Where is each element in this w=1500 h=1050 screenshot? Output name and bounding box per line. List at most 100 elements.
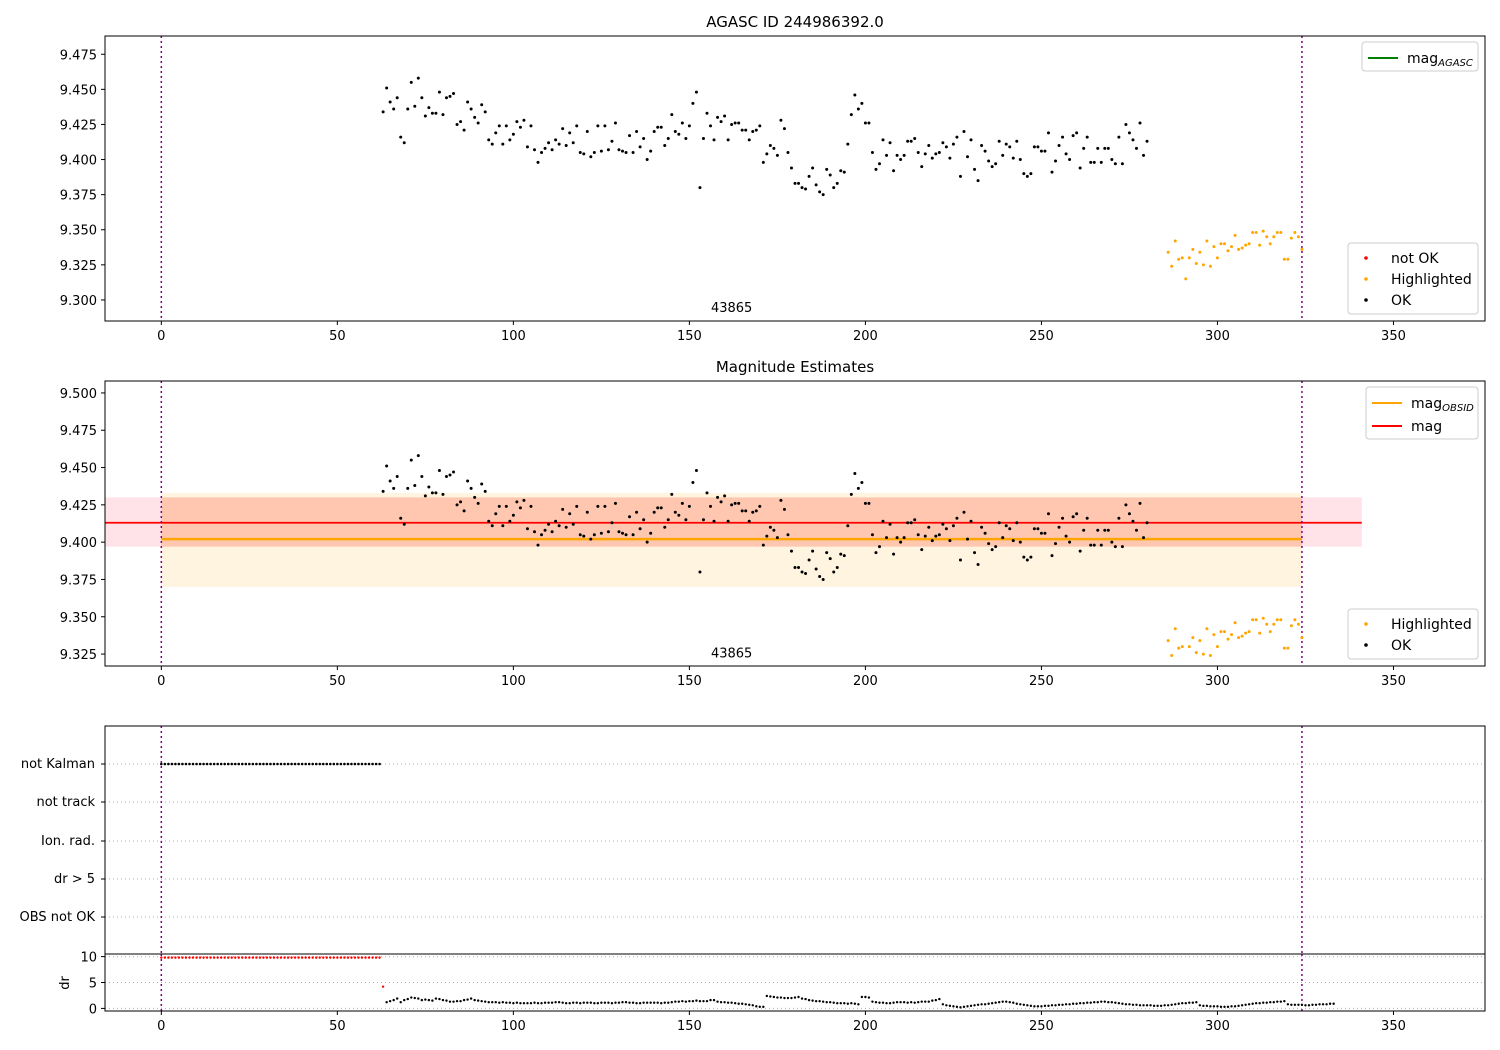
data-point-ok [973, 551, 977, 555]
data-point-ok [1064, 152, 1068, 156]
data-point-ok [550, 530, 554, 534]
data-point-dr [473, 998, 476, 1002]
flag-point [357, 762, 360, 766]
data-point-dr [871, 1000, 874, 1003]
data-point-ok [452, 470, 456, 474]
data-point-dr-5 [276, 956, 279, 959]
chart-title-agasc: AGASC ID 244986392.0 [706, 13, 884, 31]
data-point-ok [575, 504, 579, 508]
data-point-dr [519, 1002, 522, 1005]
data-point-ok [712, 138, 716, 142]
data-point-ok [987, 159, 991, 163]
data-point-highlighted [1265, 622, 1269, 626]
data-point-ok [877, 162, 881, 166]
data-point-ok [540, 151, 544, 155]
data-point-ok [1029, 555, 1033, 559]
data-point-dr [550, 1001, 554, 1004]
flag-point [226, 762, 230, 766]
legend-line-label: mag [1411, 419, 1442, 435]
data-point-ok [955, 135, 959, 139]
data-point-ok [1008, 145, 1012, 149]
data-point-dr [445, 999, 448, 1002]
data-point-dr [484, 1000, 487, 1003]
data-point-ok [592, 151, 596, 155]
data-point-dr [1131, 1003, 1135, 1006]
data-point-ok [1029, 172, 1033, 176]
y-tick-label: 10 [80, 951, 97, 966]
data-point-ok [610, 139, 614, 143]
data-point-ok [867, 121, 871, 125]
data-point-ok [1110, 158, 1114, 162]
data-point-ok [483, 110, 487, 114]
data-point-ok [582, 152, 586, 156]
data-point-dr-5 [212, 956, 216, 959]
data-point-ok [1075, 131, 1079, 135]
legend-box [1347, 242, 1479, 315]
data-point-dr [790, 996, 793, 1000]
data-point-ok [571, 522, 575, 526]
data-point-ok [765, 152, 769, 156]
data-point-dr [952, 1005, 955, 1008]
data-point-ok [1120, 545, 1124, 549]
chart-title-magnitude-estimates: Magnitude Estimates [716, 358, 874, 376]
data-point-ok [997, 139, 1001, 143]
data-point-ok [437, 469, 441, 473]
data-point-ok [909, 521, 913, 525]
data-point-dr-5 [360, 956, 364, 959]
data-point-dr [568, 1002, 571, 1005]
data-point-ok [1071, 515, 1075, 519]
data-point-ok [621, 149, 624, 153]
flag-point [360, 762, 364, 766]
data-point-ok [635, 129, 639, 133]
data-point-dr-5 [293, 956, 297, 959]
data-point-dr [821, 1000, 825, 1003]
data-point-ok [592, 533, 596, 537]
data-point-ok [828, 173, 832, 177]
flag-point [378, 762, 381, 766]
data-point-ok [1036, 145, 1040, 149]
data-point-dr [1237, 1004, 1240, 1008]
data-point-dr [582, 1001, 585, 1004]
data-point-ok [1145, 521, 1149, 525]
data-point-dr [888, 1002, 892, 1005]
data-point-ok [613, 501, 617, 505]
data-point-dr [1307, 1004, 1311, 1007]
data-point-ok [501, 142, 505, 146]
data-point-ok [839, 552, 843, 556]
data-point-ok [966, 155, 969, 159]
data-point-highlighted [1247, 630, 1251, 634]
data-point-highlighted [1289, 236, 1293, 240]
data-point-ok [1142, 536, 1146, 540]
data-point-ok [709, 124, 713, 128]
flag-point [346, 762, 350, 766]
x-tick-label: 50 [329, 1019, 346, 1034]
data-point-ok [856, 486, 860, 490]
y-tick-label: 9.500 [60, 387, 97, 402]
data-point-ok [504, 124, 508, 128]
data-point-dr [670, 1000, 673, 1004]
data-point-ok [413, 483, 417, 487]
data-point-ok [677, 513, 681, 517]
data-point-ok [846, 524, 850, 528]
x-tick-label: 200 [853, 674, 878, 689]
data-point-ok [832, 570, 836, 574]
data-point-dr [508, 1001, 512, 1004]
data-point-ok [899, 158, 903, 162]
data-point-dr-5 [311, 956, 314, 959]
data-point-ok [624, 151, 628, 155]
data-point-ok [568, 512, 572, 516]
data-point-dr [772, 995, 776, 999]
data-point-highlighted [1226, 249, 1230, 253]
data-point-ok [642, 518, 646, 522]
data-point-ok [895, 536, 899, 540]
x-tick-label: 0 [157, 674, 165, 689]
data-point-highlighted [1244, 631, 1248, 635]
data-point-ok [874, 551, 878, 555]
data-point-ok [409, 458, 413, 462]
data-point-ok [680, 121, 684, 125]
flag-point [191, 762, 195, 766]
data-point-ok [994, 545, 998, 549]
data-point-ok [797, 566, 801, 570]
data-point-highlighted [1215, 645, 1219, 649]
data-point-dr [1078, 1002, 1082, 1005]
